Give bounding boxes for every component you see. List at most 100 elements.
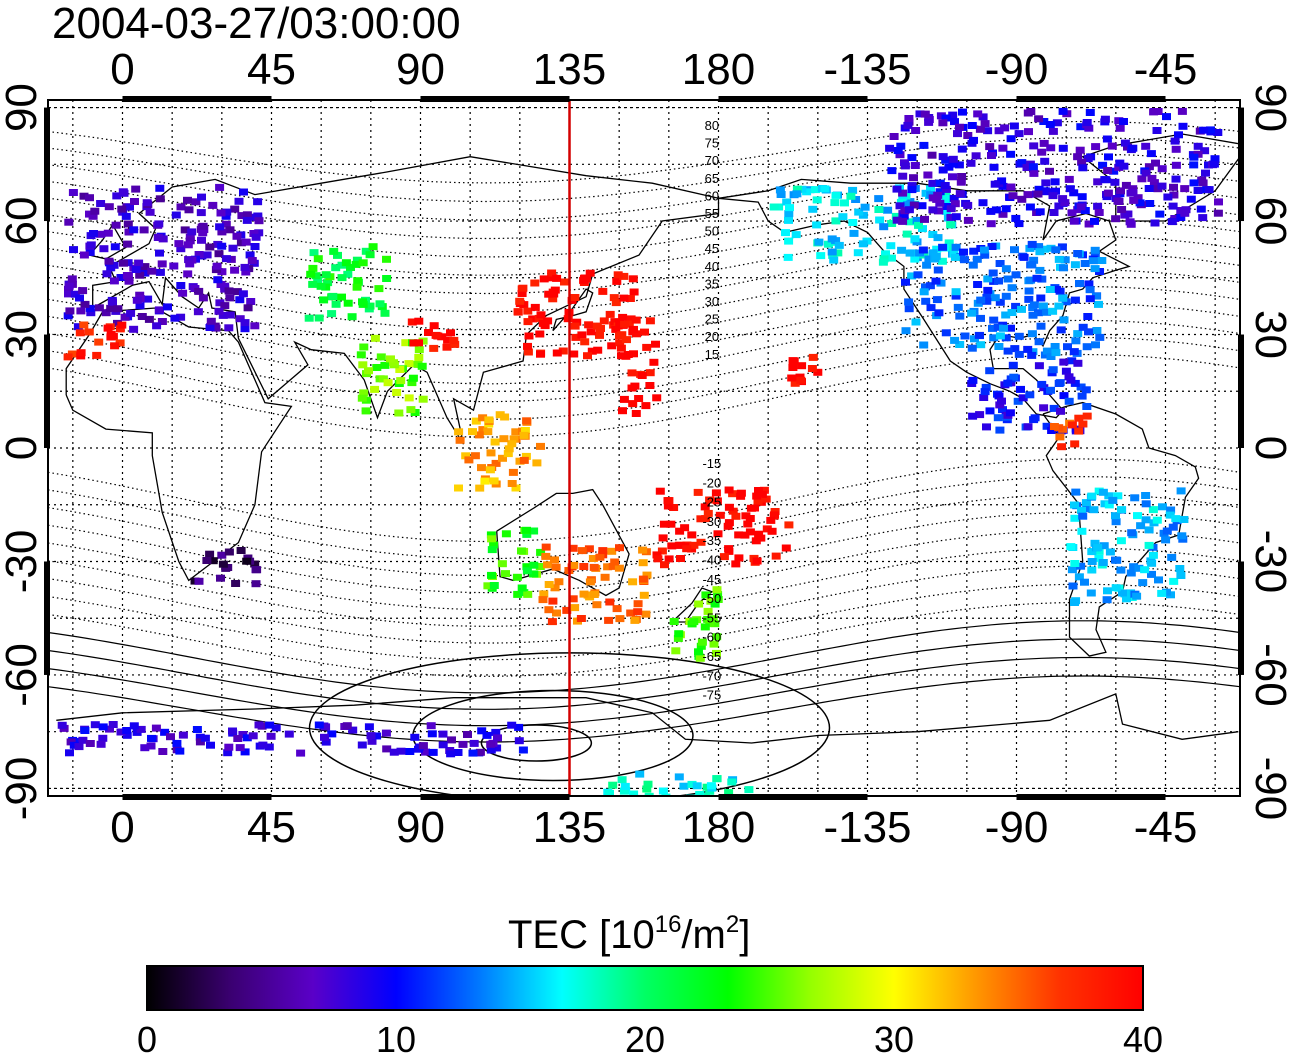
tec-cell [592, 322, 602, 330]
tec-cell [251, 233, 261, 241]
tec-cell [960, 332, 970, 340]
tec-cell [641, 610, 651, 618]
tec-cell [719, 553, 729, 561]
tec-cell [536, 350, 545, 358]
tec-cell [122, 731, 132, 739]
tec-cell [994, 343, 1004, 350]
tec-cell [1054, 202, 1064, 210]
tec-cell [1210, 155, 1220, 163]
tec-cell [486, 746, 496, 754]
tec-cell [1074, 414, 1084, 422]
tec-cell [694, 648, 703, 656]
tec-cell [980, 388, 990, 396]
tec-cell [1147, 570, 1156, 578]
frame-bar-bottom [1016, 794, 1166, 800]
tec-cell [999, 324, 1008, 332]
tec-cell [112, 192, 122, 200]
colorbar-tick-label: 20 [625, 1019, 665, 1057]
tec-cell [446, 329, 455, 337]
tec-cell [198, 229, 208, 237]
tec-cell [985, 367, 995, 375]
tec-cell [135, 302, 145, 310]
tec-cell [443, 336, 453, 344]
tec-cell [983, 286, 993, 294]
tec-cell [907, 154, 917, 162]
tec-cell [874, 206, 884, 213]
tec-cell [905, 218, 915, 226]
tec-cell [239, 188, 248, 196]
tec-cell [518, 746, 528, 754]
tec-cell [570, 322, 580, 330]
tec-cell [108, 721, 118, 728]
colorbar-title: TEC [1016/m2] [508, 911, 750, 957]
tec-cell [409, 339, 419, 347]
tec-cell [669, 618, 679, 625]
tec-cell [217, 228, 227, 236]
tec-cell [337, 274, 347, 282]
tec-cell [237, 212, 247, 220]
tec-cell [478, 414, 488, 422]
contour-label-south: -50 [702, 591, 721, 606]
tec-cell [85, 304, 95, 312]
tec-cell [1111, 512, 1120, 520]
tec-cell [661, 793, 671, 796]
tec-cell [663, 502, 673, 510]
tec-cell [523, 348, 533, 356]
tec-cell [963, 132, 973, 139]
tec-cell [1082, 119, 1092, 126]
tec-cell [858, 211, 868, 219]
bottom-tick-label: 180 [682, 803, 755, 852]
tec-cell [907, 182, 917, 190]
tec-cell [126, 309, 136, 317]
tec-cell [125, 203, 134, 211]
tec-cell [1104, 501, 1114, 509]
tec-cell [1035, 248, 1045, 256]
tec-cell [912, 216, 922, 224]
tec-cell [1045, 286, 1055, 293]
tec-cell [230, 205, 240, 213]
tec-cell [973, 110, 983, 118]
tec-cell [216, 281, 226, 288]
tec-cell [230, 266, 240, 274]
tec-cell [896, 142, 906, 150]
contour-label-south: -35 [702, 533, 721, 548]
left-tick-label: -30 [0, 530, 46, 594]
tec-cell [620, 320, 630, 328]
tec-cell [723, 522, 733, 530]
tec-cell [568, 544, 578, 552]
tec-cell [1064, 397, 1074, 405]
tec-cell [926, 304, 936, 312]
tec-cell [140, 744, 150, 752]
tec-cell [613, 271, 623, 279]
tec-cell [615, 339, 625, 347]
tec-cell [957, 173, 967, 180]
tec-cell [396, 377, 406, 385]
tec-cell [638, 546, 648, 554]
tec-cell [697, 638, 707, 646]
tec-cell [376, 353, 386, 361]
tec-cell [327, 730, 337, 738]
tec-cell [483, 428, 493, 436]
tec-cell [948, 111, 958, 119]
tec-cell [731, 512, 741, 520]
tec-cell [1129, 196, 1139, 204]
tec-cell [1176, 487, 1186, 495]
tec-cell [889, 133, 899, 140]
tec-cell [176, 203, 186, 211]
tec-cell [797, 362, 807, 370]
tec-cell [202, 251, 212, 259]
tec-cell [347, 313, 357, 321]
tec-cell [974, 331, 984, 339]
tec-cell [986, 207, 996, 215]
tec-cell [934, 207, 944, 215]
tec-cell [343, 299, 353, 307]
tec-cell [78, 287, 88, 295]
right-tick-label: -90 [1246, 757, 1292, 821]
tec-cell [1150, 219, 1160, 227]
tec-cell [406, 406, 416, 414]
tec-cell [612, 277, 622, 285]
contour-label-north: 15 [705, 347, 719, 362]
tec-cell [658, 787, 668, 795]
tec-cell [1198, 214, 1208, 222]
tec-cell [658, 534, 668, 542]
